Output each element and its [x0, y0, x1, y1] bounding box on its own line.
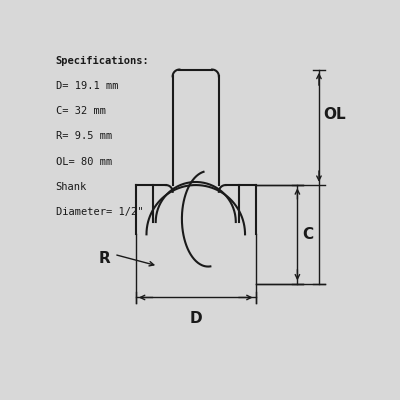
Text: D: D — [190, 311, 202, 326]
Text: Shank: Shank — [56, 182, 87, 192]
Text: D= 19.1 mm: D= 19.1 mm — [56, 81, 118, 91]
Text: C: C — [302, 227, 313, 242]
Text: OL: OL — [324, 108, 346, 122]
Text: OL= 80 mm: OL= 80 mm — [56, 157, 112, 167]
Text: C= 32 mm: C= 32 mm — [56, 106, 106, 116]
Text: Diameter= 1/2": Diameter= 1/2" — [56, 207, 143, 217]
Text: R: R — [99, 252, 111, 266]
Text: Specifications:: Specifications: — [56, 56, 149, 66]
Text: R= 9.5 mm: R= 9.5 mm — [56, 132, 112, 142]
